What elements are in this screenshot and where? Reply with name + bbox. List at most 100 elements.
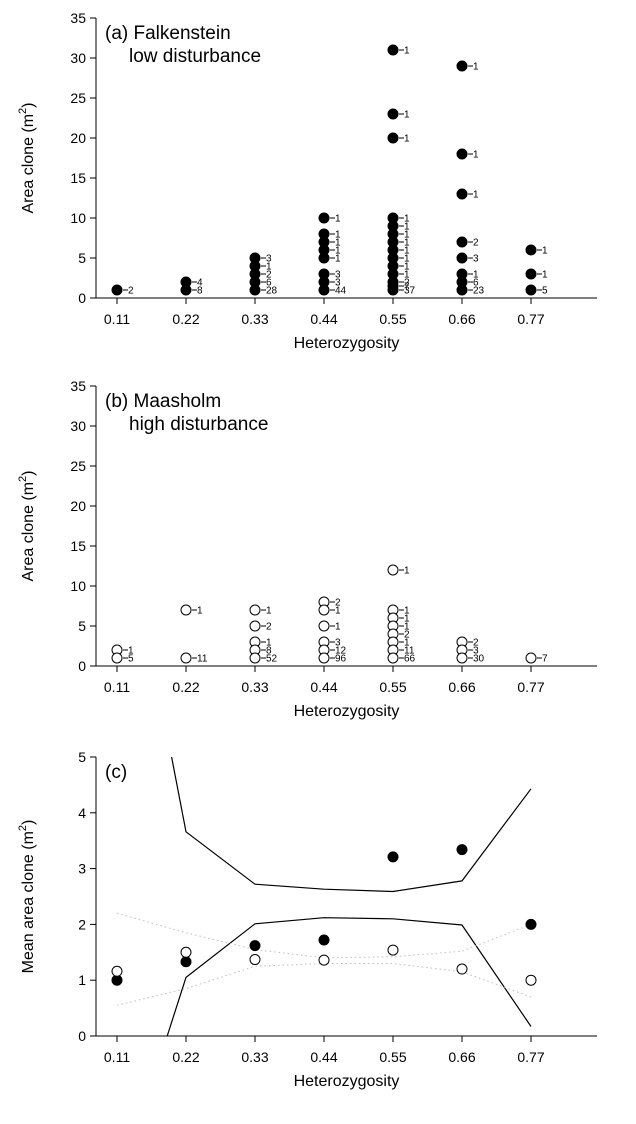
solid-interval-line [166,917,532,1036]
y-tick-label: 0 [78,658,86,674]
y-tick-label: 35 [70,10,86,26]
data-point [249,652,261,664]
count-label: 12 [335,646,347,657]
x-tick-label: 0.77 [517,311,544,327]
count-label: 23 [473,286,485,297]
count-label: 7 [542,654,548,665]
y-tick-label: 5 [78,749,86,765]
y-tick-label: 3 [78,861,86,877]
data-point [387,284,399,296]
y-tick-label: 1 [78,972,86,988]
data-point [456,188,468,200]
count-label: 1 [404,222,410,233]
y-tick-label: 0 [78,290,86,306]
data-point [456,284,468,296]
count-label: 1 [335,254,341,265]
data-point [387,108,399,120]
count-label: 1 [335,238,341,249]
count-label: 1 [473,190,479,201]
y-tick-label: 0 [78,1028,86,1044]
count-label: 2 [473,238,479,249]
data-point [318,604,330,616]
mean-point [456,844,468,856]
data-point [180,604,192,616]
count-label: 28 [266,286,278,297]
x-axis-title: Heterozygosity [294,703,400,720]
count-label: 1 [266,606,272,617]
y-tick-label: 15 [70,170,86,186]
count-label: 6 [473,278,479,289]
data-point [387,564,399,576]
y-tick-label: 25 [70,458,86,474]
panel-title: (c) [105,762,127,783]
count-label: 2 [404,278,410,289]
count-label: 2 [266,270,272,281]
x-tick-label: 0.55 [379,1049,406,1065]
count-label: 1 [404,238,410,249]
count-label: 1 [404,622,410,633]
x-tick-label: 0.77 [517,1049,544,1065]
count-label: 7 [404,282,410,293]
count-label: 1 [335,606,341,617]
data-point [318,252,330,264]
y-tick-label: 20 [70,498,86,514]
x-tick-label: 0.55 [379,311,406,327]
mean-point [387,851,399,863]
count-label: 1 [473,270,479,281]
count-label: 1 [404,606,410,617]
data-point [456,236,468,248]
y-tick-label: 2 [78,916,86,932]
y-tick-label: 10 [70,210,86,226]
count-label: 37 [404,286,416,297]
y-axis-title-main: Area clone (m [20,114,37,214]
data-point [318,284,330,296]
count-label: 1 [542,246,548,257]
y-tick-label: 20 [70,130,86,146]
count-label: 3 [266,254,272,265]
count-label: 3 [335,270,341,281]
y-tick-label: 25 [70,90,86,106]
data-point [318,212,330,224]
count-label: 2 [404,630,410,641]
count-label: 8 [197,286,203,297]
count-label: 66 [404,654,416,665]
count-label: 52 [266,654,278,665]
count-label: 1 [404,246,410,257]
data-point [249,604,261,616]
count-label: 2 [473,638,479,649]
mean-point [318,934,330,946]
count-label: 1 [404,638,410,649]
x-tick-label: 0.33 [241,679,268,695]
data-point [387,652,399,664]
count-label: 3 [473,646,479,657]
count-label: 1 [542,270,548,281]
count-label: 1 [404,134,410,145]
panel-title: high disturbance [129,414,268,435]
x-tick-label: 0.55 [379,679,406,695]
panel-title: low disturbance [129,46,261,67]
x-tick-label: 0.11 [104,1049,130,1065]
count-label: 2 [335,598,341,609]
count-label: 44 [335,286,347,297]
x-tick-label: 0.66 [448,311,475,327]
count-label: 1 [473,62,479,73]
data-point [387,132,399,144]
count-label: 6 [266,278,272,289]
data-point [180,284,192,296]
data-point [249,284,261,296]
y-tick-label: 5 [78,250,86,266]
count-label: 1 [404,270,410,281]
y-tick-label: 30 [70,418,86,434]
y-axis-title-superscript: 2 [17,825,29,831]
count-label: 1 [404,230,410,241]
x-tick-label: 0.66 [448,1049,475,1065]
x-tick-label: 0.33 [241,1049,268,1065]
x-tick-label: 0.22 [172,679,199,695]
solid-interval-line [171,757,532,893]
y-axis-title-superscript: 2 [17,108,29,114]
count-label: 1 [404,614,410,625]
data-point [525,244,537,256]
mean-point [249,940,261,952]
x-tick-label: 0.44 [310,1049,337,1065]
